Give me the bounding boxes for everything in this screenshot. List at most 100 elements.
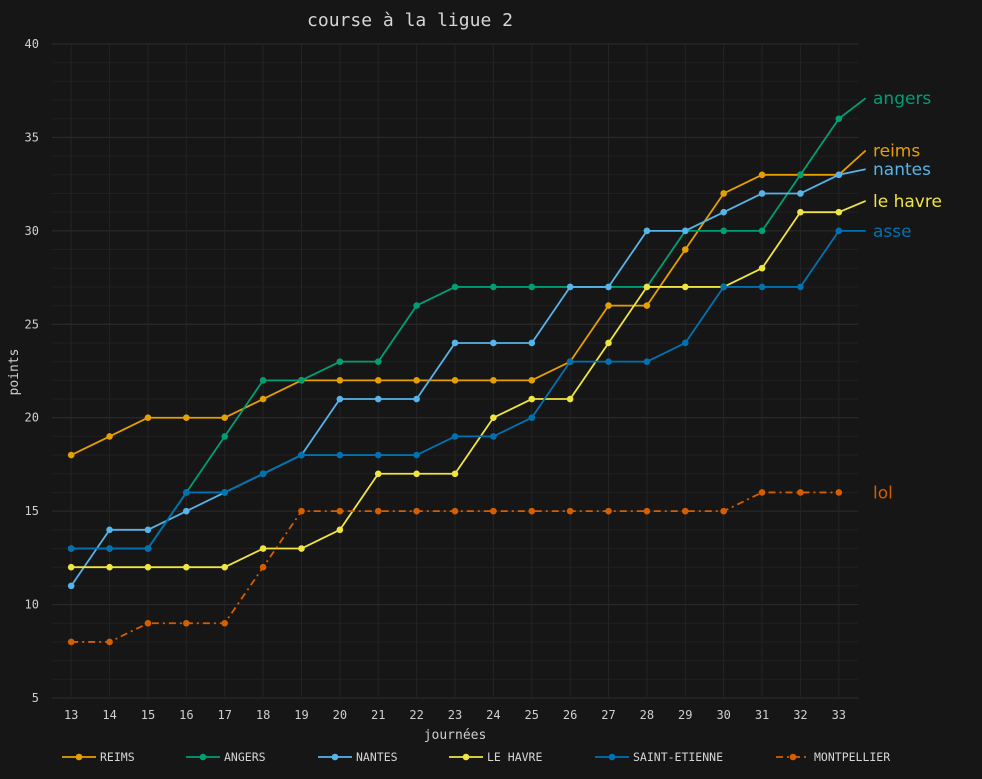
data-point (413, 302, 420, 309)
legend-label: ANGERS (224, 750, 266, 764)
data-point (451, 283, 459, 291)
y-tick-label: 40 (25, 37, 39, 51)
series-end-labels: reims angers nantes le havre asse lol (873, 89, 942, 503)
data-point (797, 208, 804, 216)
data-point (451, 339, 459, 347)
data-point (681, 246, 689, 253)
legend-label: REIMS (100, 750, 135, 764)
series-end-label: reims (873, 142, 920, 162)
x-tick-label: 29 (678, 708, 692, 722)
data-point (835, 208, 843, 216)
data-point (490, 507, 497, 515)
data-point (528, 377, 536, 384)
data-point (183, 414, 190, 422)
data-point (605, 507, 612, 515)
data-point (797, 171, 804, 179)
x-tick-label: 14 (102, 708, 116, 722)
x-axis: 13 14 15 16 17 18 19 20 21 22 23 24 25 26 27 28 29 30 31 32… (64, 708, 846, 722)
legend-label: LE HAVRE (487, 750, 542, 764)
legend-marker (608, 753, 616, 761)
legend-marker (789, 753, 797, 761)
legend-marker (462, 753, 470, 761)
data-point (413, 507, 420, 515)
x-tick-label: 27 (601, 708, 615, 722)
data-point (183, 619, 190, 627)
data-point (106, 545, 113, 552)
data-point (797, 489, 804, 496)
series-end-label: nantes (873, 160, 931, 180)
data-point (643, 507, 651, 515)
data-point (67, 545, 75, 552)
x-tick-label: 20 (333, 708, 347, 722)
x-tick-label: 30 (716, 708, 730, 722)
x-tick-label: 31 (755, 708, 769, 722)
data-point (336, 507, 344, 515)
legend-label: NANTES (356, 750, 398, 764)
data-point (605, 339, 612, 347)
data-point (374, 470, 382, 478)
data-point (720, 227, 727, 235)
x-tick-label: 25 (525, 708, 539, 722)
data-point (259, 563, 267, 571)
legend-item: REIMS (62, 750, 135, 764)
series-end-label: lol (873, 483, 893, 503)
x-axis-label: journées (424, 728, 487, 743)
legend-label: MONTPELLIER (814, 750, 890, 764)
x-tick-label: 24 (486, 708, 500, 722)
x-tick-label: 22 (409, 708, 423, 722)
data-point (681, 339, 689, 347)
data-point (566, 395, 574, 403)
series-line (71, 97, 867, 550)
data-point (183, 507, 190, 515)
data-point (336, 451, 344, 459)
data-point (451, 470, 459, 478)
data-point (681, 283, 689, 291)
data-point (183, 489, 190, 496)
y-tick-label: 30 (25, 224, 39, 238)
data-point (566, 358, 574, 365)
y-tick-label: 5 (32, 691, 39, 705)
data-point (298, 451, 305, 459)
data-point (758, 190, 766, 197)
data-point (566, 283, 574, 291)
data-point (835, 171, 843, 179)
series-saint-etienne (67, 227, 866, 552)
data-point (336, 395, 344, 403)
legend-marker (199, 753, 207, 761)
data-point (758, 489, 766, 496)
x-tick-label: 26 (563, 708, 577, 722)
data-point (528, 395, 536, 403)
x-tick-label: 28 (640, 708, 654, 722)
data-point (413, 395, 420, 403)
data-point (490, 377, 497, 384)
y-tick-label: 15 (25, 504, 39, 518)
data-point (259, 395, 267, 403)
legend: REIMS ANGERS NANTES LE HAVRE SAINT-ETIENNE MO… (62, 750, 890, 764)
data-point (144, 545, 152, 552)
legend-label: SAINT-ETIENNE (633, 750, 723, 764)
data-point (490, 283, 497, 291)
data-point (528, 283, 536, 291)
data-point (144, 619, 152, 627)
data-point (605, 283, 612, 291)
legend-item: ANGERS (186, 750, 266, 764)
y-tick-label: 25 (25, 317, 39, 331)
data-point (528, 414, 536, 422)
data-point (144, 526, 152, 534)
x-tick-label: 13 (64, 708, 78, 722)
data-point (720, 507, 727, 515)
legend-marker (75, 753, 83, 761)
data-point (451, 507, 459, 515)
x-tick-label: 16 (179, 708, 193, 722)
data-point (374, 451, 382, 459)
data-point (221, 619, 229, 627)
data-point (67, 582, 75, 590)
data-point (643, 358, 651, 365)
legend-item: NANTES (318, 750, 398, 764)
data-point (298, 507, 305, 515)
data-point (67, 563, 75, 571)
data-point (298, 545, 305, 552)
data-point (183, 563, 190, 571)
y-tick-label: 20 (25, 411, 39, 425)
